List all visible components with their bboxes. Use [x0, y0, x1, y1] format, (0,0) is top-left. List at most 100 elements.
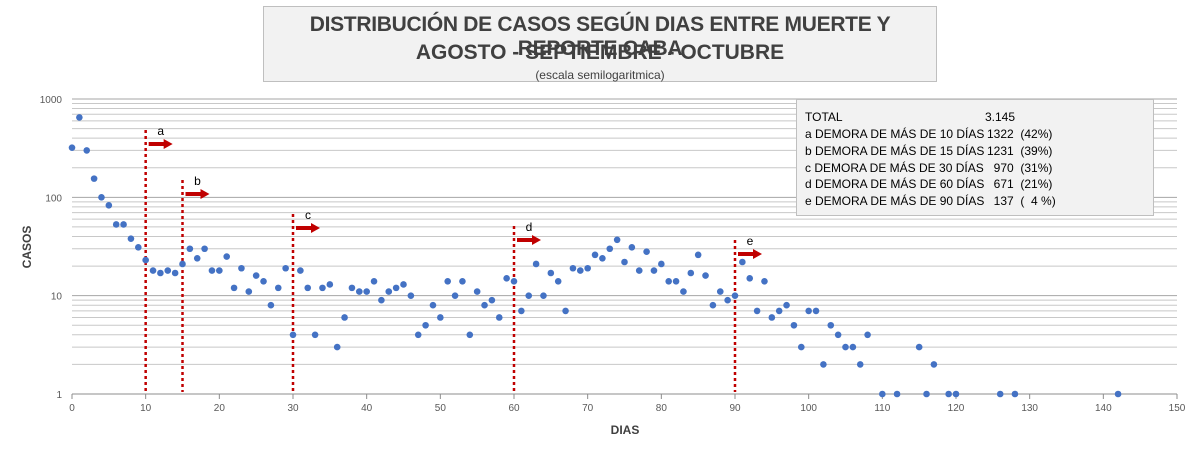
- data-point: [451, 292, 459, 299]
- data-point: [613, 236, 621, 244]
- data-point: [687, 269, 695, 277]
- data-point: [466, 331, 474, 339]
- data-point: [414, 331, 422, 339]
- data-point: [267, 301, 275, 309]
- data-point: [702, 272, 709, 279]
- data-point: [495, 314, 503, 321]
- x-tick-label: 30: [287, 403, 299, 414]
- data-point: [856, 361, 864, 368]
- data-point: [532, 260, 540, 268]
- data-point: [120, 221, 127, 228]
- summary-row-label: e DEMORA DE MÁS DE 90 DÍAS: [805, 194, 985, 209]
- marker-label-e: e: [747, 234, 754, 248]
- data-point: [76, 114, 83, 121]
- data-point: [805, 307, 812, 315]
- delay-markers: a b c d e: [144, 124, 762, 392]
- summary-row-label: c DEMORA DE MÁS DE 30 DÍAS: [805, 160, 984, 175]
- data-point: [98, 194, 105, 201]
- data-point: [304, 284, 312, 292]
- marker-arrow-head-d: [532, 235, 541, 245]
- data-point: [260, 277, 267, 285]
- data-point: [540, 292, 547, 299]
- y-tick-label: 1: [56, 390, 62, 401]
- data-point: [820, 361, 827, 368]
- summary-box: TOTAL 3.145 a DEMORA DE MÁS DE 10 DÍAS 13…: [796, 99, 1154, 216]
- y-tick-label: 1000: [40, 95, 63, 106]
- data-point: [952, 390, 960, 398]
- data-point: [547, 269, 555, 277]
- data-point: [282, 264, 289, 272]
- data-point: [893, 390, 901, 398]
- data-point: [739, 258, 746, 266]
- data-point: [437, 314, 444, 321]
- data-point: [127, 235, 135, 242]
- data-point: [481, 301, 488, 309]
- x-tick-label: 20: [214, 403, 226, 414]
- data-point: [562, 307, 569, 315]
- x-axis-label: DIAS: [611, 423, 640, 437]
- data-point: [591, 251, 599, 259]
- data-point: [635, 267, 643, 274]
- x-tick-label: 50: [435, 403, 447, 414]
- data-points: [68, 114, 1122, 398]
- x-tick-label: 40: [361, 403, 373, 414]
- data-point: [775, 307, 783, 315]
- data-point: [385, 288, 393, 295]
- marker-label-d: d: [526, 220, 533, 234]
- data-point: [621, 258, 628, 266]
- data-point: [488, 296, 496, 304]
- data-point: [223, 253, 230, 260]
- chart-scale-note: (escala semilogaritmica): [535, 68, 665, 82]
- data-point: [311, 331, 319, 339]
- data-point: [319, 284, 326, 292]
- data-point: [341, 314, 348, 321]
- data-point: [400, 281, 407, 288]
- x-tick-label: 140: [1095, 403, 1112, 414]
- y-axis-label: CASOS: [20, 226, 34, 269]
- x-tick-label: 150: [1169, 403, 1186, 414]
- x-tick-label: 0: [69, 403, 75, 414]
- summary-row-value: 1231 (39%): [987, 143, 1053, 158]
- data-point: [193, 254, 201, 262]
- data-point: [238, 264, 245, 272]
- data-point: [186, 245, 194, 253]
- data-point: [179, 260, 186, 268]
- data-point: [208, 267, 216, 274]
- marker-arrow-head-c: [311, 223, 320, 233]
- data-point: [459, 277, 466, 285]
- summary-total-value: 3.145: [985, 110, 1016, 124]
- chart-title-box: DISTRIBUCIÓN DE CASOS SEGÚN DIAS ENTRE M…: [263, 6, 937, 82]
- data-point: [753, 307, 761, 315]
- data-point: [834, 331, 842, 339]
- data-point: [864, 331, 871, 339]
- data-point: [326, 281, 334, 288]
- data-point: [171, 269, 179, 277]
- x-tick-label: 10: [140, 403, 152, 414]
- data-point: [274, 284, 282, 292]
- data-point: [149, 267, 157, 274]
- data-point: [252, 272, 260, 279]
- marker-label-a: a: [157, 124, 164, 138]
- summary-row-label: d DEMORA DE MÁS DE 60 DÍAS: [805, 177, 985, 192]
- marker-arrow-head-e: [753, 249, 762, 259]
- summary-row-value: 671 (21%): [987, 177, 1053, 192]
- x-tick-label: 70: [582, 403, 594, 414]
- data-point: [407, 292, 415, 299]
- data-point: [142, 256, 149, 264]
- data-point: [157, 269, 164, 277]
- data-point: [812, 307, 820, 315]
- data-point: [392, 284, 400, 292]
- marker-arrow-head-a: [163, 139, 173, 149]
- data-point: [798, 343, 805, 351]
- data-point: [930, 361, 938, 368]
- chart-title: DISTRIBUCIÓN DE CASOS SEGÚN DIAS ENTRE M…: [309, 13, 891, 60]
- data-point: [694, 251, 702, 259]
- data-point: [245, 288, 253, 295]
- data-point: [658, 260, 665, 268]
- chart-subtitle: AGOSTO - SEPTIEMBRE - OCTUBRE: [415, 41, 785, 64]
- data-point: [879, 390, 886, 398]
- data-point: [112, 221, 120, 228]
- x-tick-label: 110: [874, 403, 890, 414]
